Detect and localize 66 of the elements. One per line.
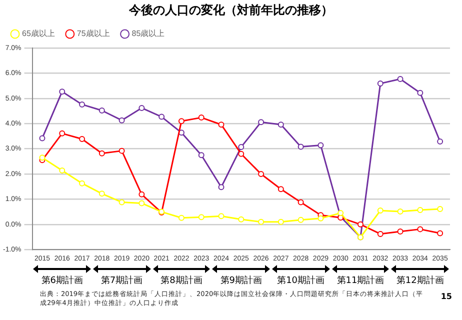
text: 第12期計画 bbox=[396, 274, 444, 287]
point bbox=[218, 213, 224, 220]
point bbox=[218, 184, 224, 190]
point bbox=[98, 190, 105, 197]
point bbox=[59, 130, 66, 136]
point bbox=[278, 186, 284, 192]
point bbox=[377, 80, 384, 87]
point bbox=[238, 150, 244, 157]
legend-label: 85歳以上 bbox=[132, 29, 165, 38]
point bbox=[79, 101, 86, 108]
point bbox=[437, 206, 444, 212]
point bbox=[98, 150, 105, 156]
chart-title: 今後の人口の変化（対前年比の推移） bbox=[128, 2, 334, 19]
text: 第7期計画 bbox=[98, 274, 146, 287]
point bbox=[198, 214, 204, 220]
point bbox=[318, 215, 324, 222]
point bbox=[437, 230, 444, 236]
legend-label: 65歳以上 bbox=[22, 29, 55, 38]
point bbox=[397, 228, 404, 234]
point bbox=[198, 152, 204, 158]
text: 第9期計画 bbox=[217, 274, 265, 287]
point bbox=[39, 154, 46, 161]
point bbox=[79, 136, 86, 142]
text: 第6期計画 bbox=[38, 274, 86, 287]
point bbox=[178, 118, 184, 124]
point bbox=[59, 167, 66, 174]
point bbox=[338, 210, 344, 216]
point bbox=[258, 119, 264, 126]
point bbox=[218, 122, 224, 128]
point bbox=[397, 208, 404, 215]
point bbox=[258, 218, 264, 225]
point bbox=[138, 191, 145, 198]
point bbox=[39, 135, 46, 142]
point bbox=[59, 88, 66, 95]
point bbox=[278, 218, 284, 225]
point bbox=[298, 144, 304, 150]
point bbox=[178, 214, 184, 221]
point bbox=[318, 142, 324, 148]
point bbox=[258, 171, 264, 177]
point bbox=[417, 226, 424, 232]
point bbox=[118, 117, 125, 124]
legend-label: 75歳以上 bbox=[76, 29, 110, 38]
point bbox=[278, 122, 284, 128]
point bbox=[79, 180, 86, 186]
point bbox=[437, 138, 444, 144]
point bbox=[138, 200, 145, 206]
text: 第8期計画 bbox=[158, 274, 206, 287]
point bbox=[98, 107, 105, 114]
point bbox=[118, 148, 125, 154]
point bbox=[158, 114, 165, 120]
point bbox=[238, 144, 244, 150]
text: 第11期計画 bbox=[336, 274, 384, 287]
point bbox=[417, 90, 424, 96]
point bbox=[118, 199, 125, 206]
point bbox=[377, 230, 384, 237]
point bbox=[377, 208, 384, 214]
text: 15 bbox=[440, 292, 452, 301]
point bbox=[298, 199, 304, 206]
point bbox=[138, 104, 145, 111]
point bbox=[238, 216, 244, 222]
text: 第10期計画 bbox=[276, 274, 325, 287]
point bbox=[298, 216, 304, 223]
point bbox=[357, 221, 364, 228]
point bbox=[198, 114, 204, 121]
point bbox=[417, 207, 424, 214]
point bbox=[397, 76, 404, 82]
